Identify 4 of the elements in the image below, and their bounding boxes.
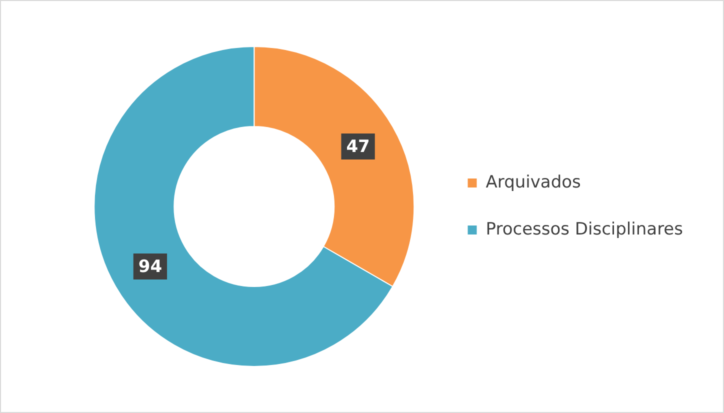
- legend-label: Arquivados: [486, 172, 582, 192]
- legend-label: Processos Disciplinares: [486, 219, 684, 240]
- data-label: 47: [346, 136, 370, 157]
- data-label: 94: [138, 256, 162, 277]
